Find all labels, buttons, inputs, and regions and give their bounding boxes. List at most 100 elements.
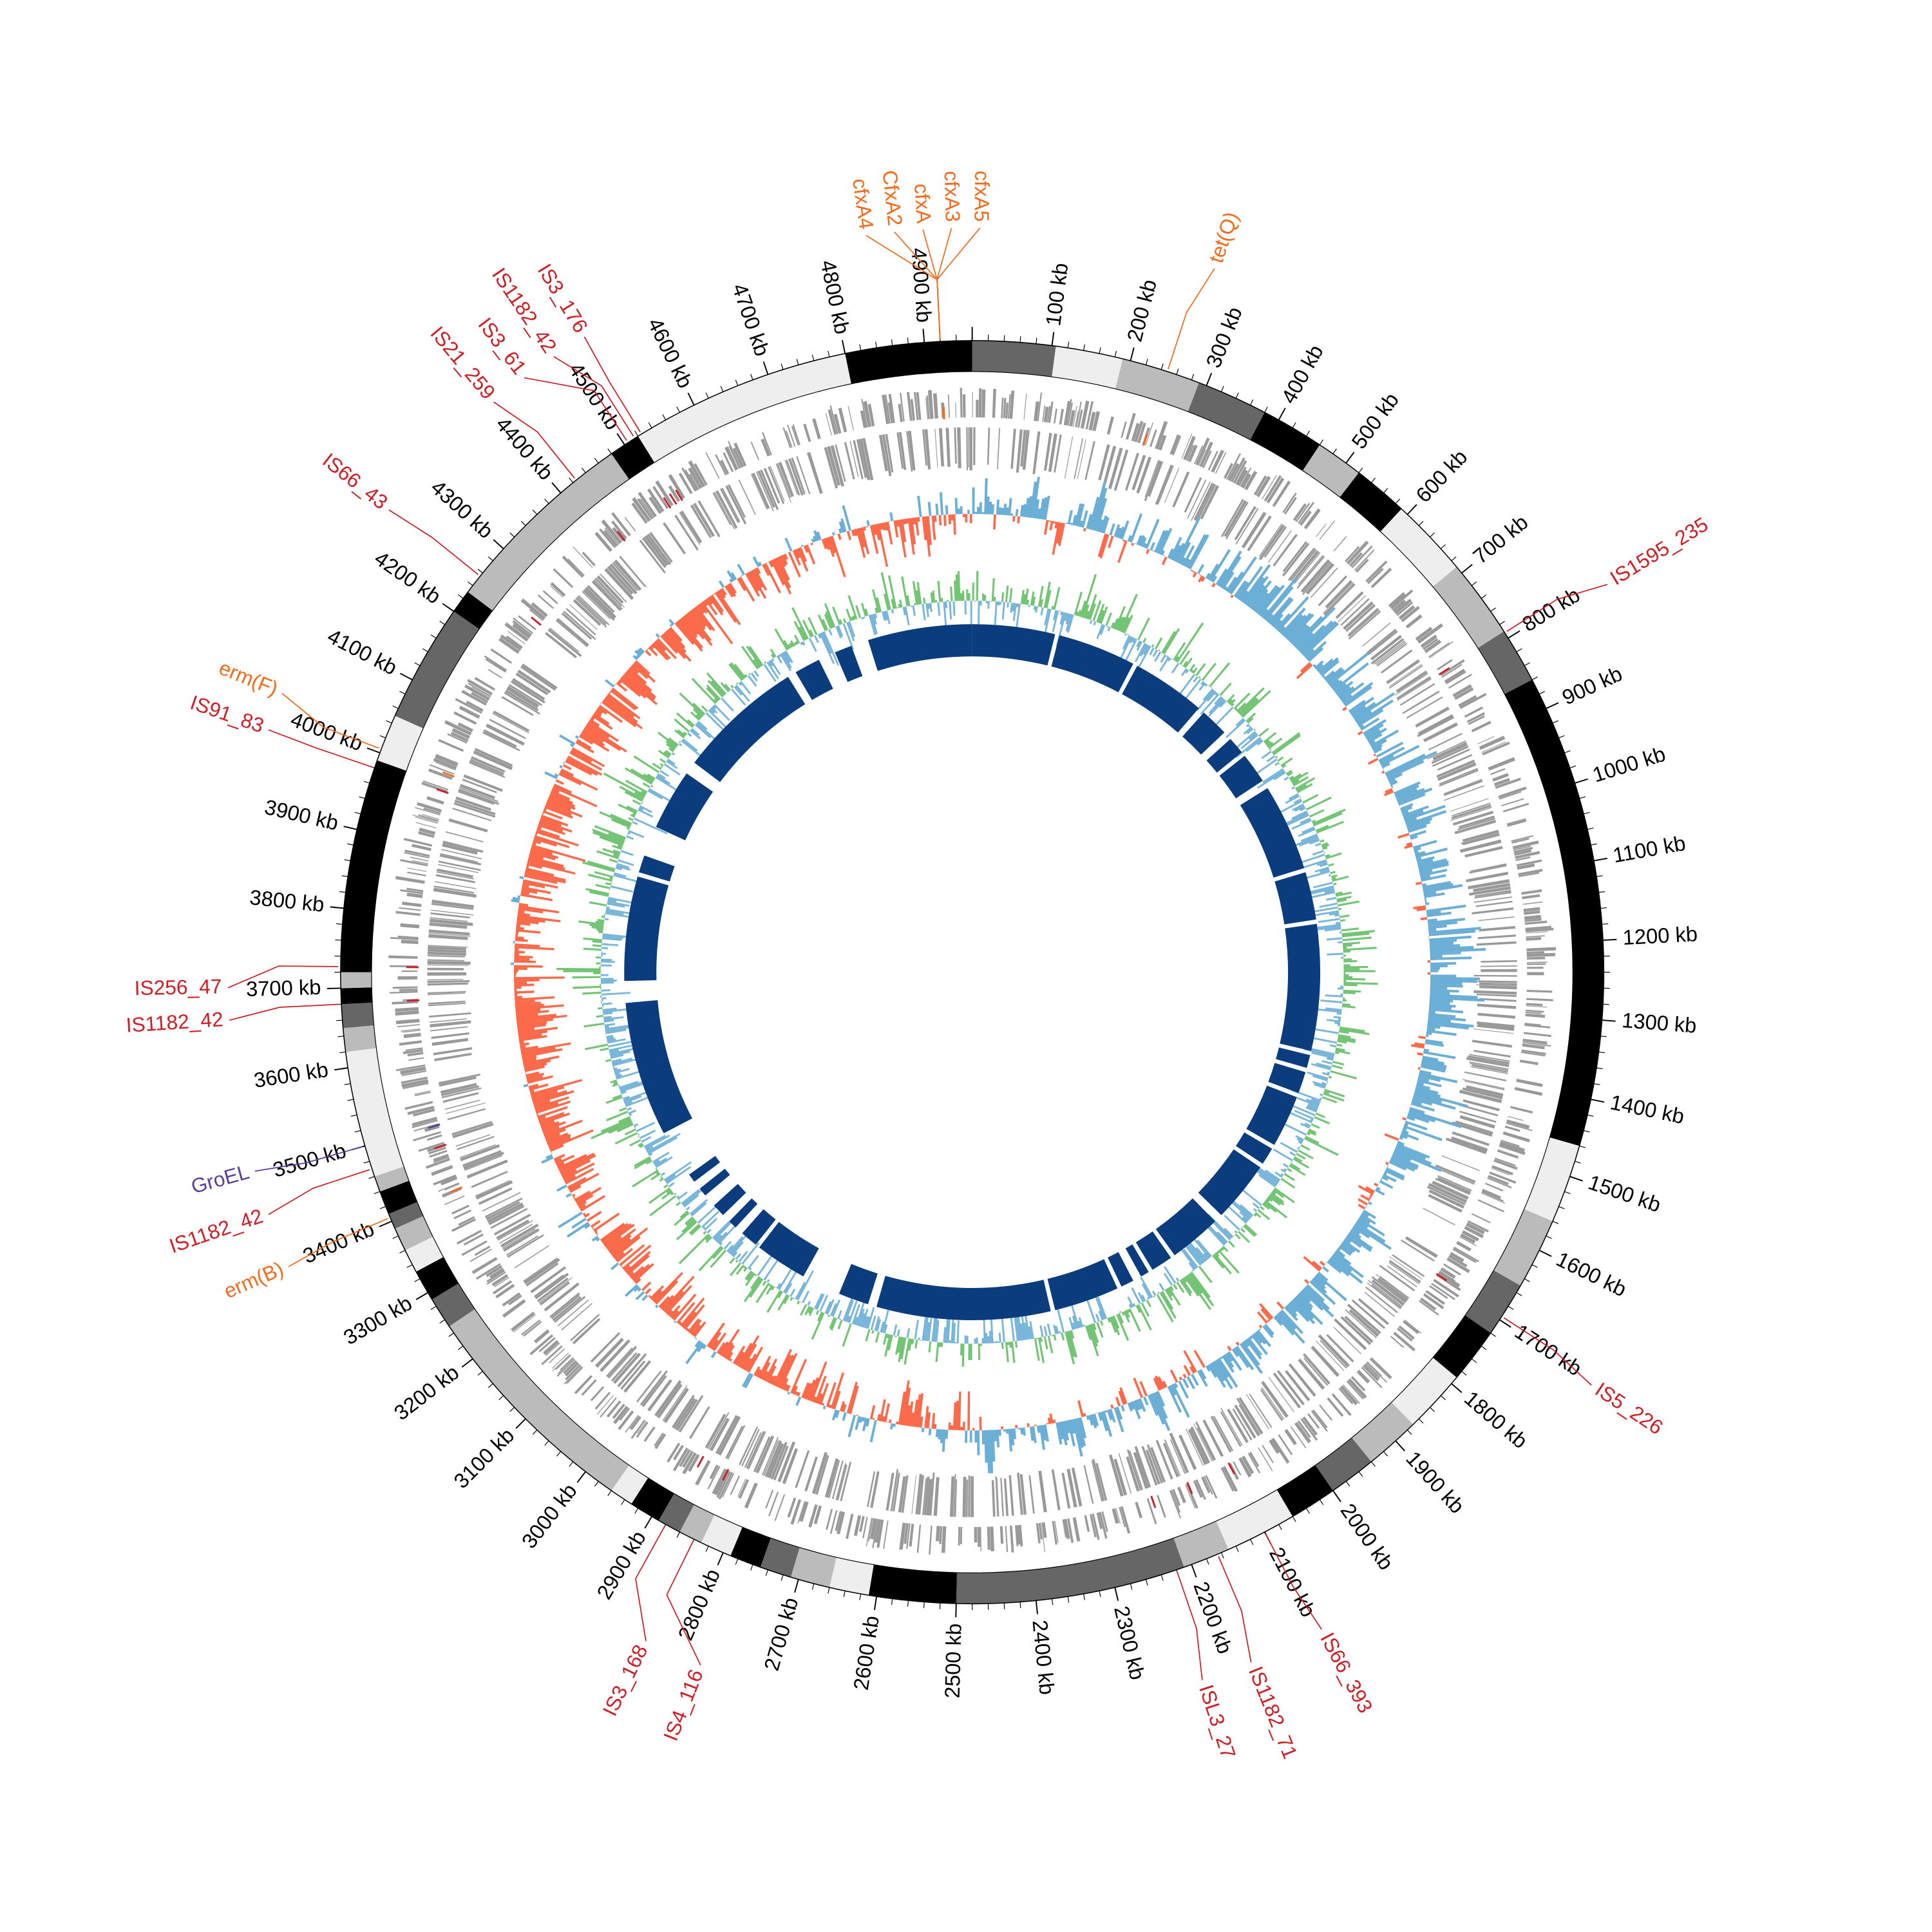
major-tick: [379, 1220, 392, 1227]
tick-label: 4100 kb: [324, 623, 401, 679]
minor-tick: [1471, 1358, 1477, 1363]
karyotype-band: [416, 1256, 459, 1300]
minor-tick: [907, 1600, 909, 1607]
minor-tick: [676, 406, 681, 413]
minor-tick: [735, 379, 739, 386]
minor-tick: [1430, 1406, 1435, 1412]
inner-block: [838, 1264, 878, 1305]
minor-tick: [1593, 1083, 1600, 1085]
karyotype-band: [1173, 1520, 1229, 1567]
annotation-label: cfxA: [910, 183, 936, 225]
annotation-leader-line: [388, 509, 479, 575]
karyotype-band: [388, 1202, 424, 1229]
karyotype-band: [730, 1527, 771, 1567]
minor-tick: [1235, 1546, 1239, 1552]
major-tick: [343, 826, 357, 830]
tick-label: 2100 kb: [1265, 1543, 1321, 1620]
minor-tick: [359, 796, 365, 799]
minor-tick: [828, 350, 830, 357]
minor-tick: [1461, 1370, 1467, 1376]
minor-tick: [1583, 811, 1590, 815]
inner-block: [1125, 1244, 1149, 1277]
karyotype-band: [343, 1025, 377, 1052]
annotation-marker: [436, 788, 449, 794]
minor-tick: [448, 1332, 454, 1337]
minor-tick: [1575, 1160, 1581, 1164]
annotation-marker: [942, 406, 945, 420]
minor-tick: [1370, 1461, 1376, 1467]
karyotype-band: [379, 1180, 417, 1214]
major-tick: [461, 1358, 473, 1368]
inner-block: [1274, 872, 1316, 925]
minor-tick: [859, 1593, 862, 1600]
tick-label: 2400 kb: [1028, 1619, 1059, 1696]
minor-tick: [1516, 648, 1522, 652]
karyotype-band: [453, 592, 493, 629]
major-tick: [515, 1418, 526, 1429]
minor-tick: [374, 1191, 381, 1195]
tick-label: 3200 kb: [390, 1360, 464, 1425]
inner-block: [876, 1276, 1051, 1320]
karyotype-band: [431, 1283, 475, 1327]
minor-tick: [891, 339, 893, 346]
minor-tick: [1176, 368, 1179, 375]
tick-label: 4200 kb: [370, 546, 446, 609]
minor-tick: [457, 1345, 464, 1350]
minor-tick: [363, 781, 370, 784]
major-tick: [687, 392, 695, 406]
tick-label: 500 kb: [1347, 388, 1403, 453]
karyotype-band: [1524, 1137, 1580, 1222]
minor-tick: [648, 422, 652, 428]
annotation-label: IS3_168: [598, 1641, 652, 1719]
minor-tick: [1220, 1552, 1224, 1558]
minor-tick: [1552, 1220, 1558, 1224]
minor-tick: [468, 581, 473, 586]
gc-content-positive: [556, 571, 1378, 1367]
major-tick: [334, 1067, 348, 1071]
inner-block-track: [624, 624, 1320, 1320]
minor-tick: [1558, 1206, 1565, 1209]
tick-label: 2700 kb: [759, 1595, 803, 1673]
inner-block: [714, 1184, 746, 1215]
inner-block: [1107, 1252, 1133, 1287]
minor-tick: [662, 414, 667, 421]
major-tick: [493, 539, 504, 549]
minor-tick: [347, 843, 354, 846]
minor-tick: [1602, 923, 1609, 925]
minor-tick: [1235, 392, 1239, 399]
karyotype-band: [395, 611, 480, 728]
minor-tick: [439, 621, 446, 625]
karyotype-band: [405, 1236, 444, 1272]
annotation-marker: [442, 771, 455, 778]
annotation-marker: [1435, 1273, 1448, 1282]
major-tick: [1130, 347, 1135, 361]
karyotype-band: [341, 1002, 374, 1028]
annotation-label: ISL3_27: [1195, 1682, 1240, 1762]
minor-tick: [1019, 1602, 1021, 1609]
minor-tick: [1587, 1114, 1594, 1117]
karyotype-band: [1250, 412, 1320, 471]
minor-tick: [336, 923, 343, 925]
tick-label: 4900 kb: [907, 247, 936, 323]
minor-tick: [1579, 796, 1586, 799]
tick-label: 200 kb: [1122, 277, 1160, 344]
minor-tick: [392, 1235, 399, 1239]
karyotype-band: [1493, 1209, 1553, 1286]
karyotype-ring: [340, 340, 1605, 1605]
tick-label: 3700 kb: [246, 975, 321, 1001]
minor-tick: [347, 1099, 354, 1101]
annotation-leader-line: [493, 401, 575, 479]
minor-tick: [354, 811, 361, 815]
minor-tick: [634, 430, 639, 437]
minor-tick: [1278, 1524, 1282, 1530]
karyotype-band: [1391, 1358, 1457, 1425]
tick-label: 1100 kb: [1611, 831, 1688, 867]
annotation-marker: [722, 1468, 730, 1481]
karyotype-band: [760, 1538, 800, 1578]
minor-tick: [386, 720, 392, 724]
annotation-label: IS1595_235: [1606, 513, 1712, 590]
tick-label: 1700 kb: [1511, 1319, 1586, 1380]
inner-block: [1198, 1149, 1261, 1215]
minor-tick: [368, 1176, 375, 1179]
